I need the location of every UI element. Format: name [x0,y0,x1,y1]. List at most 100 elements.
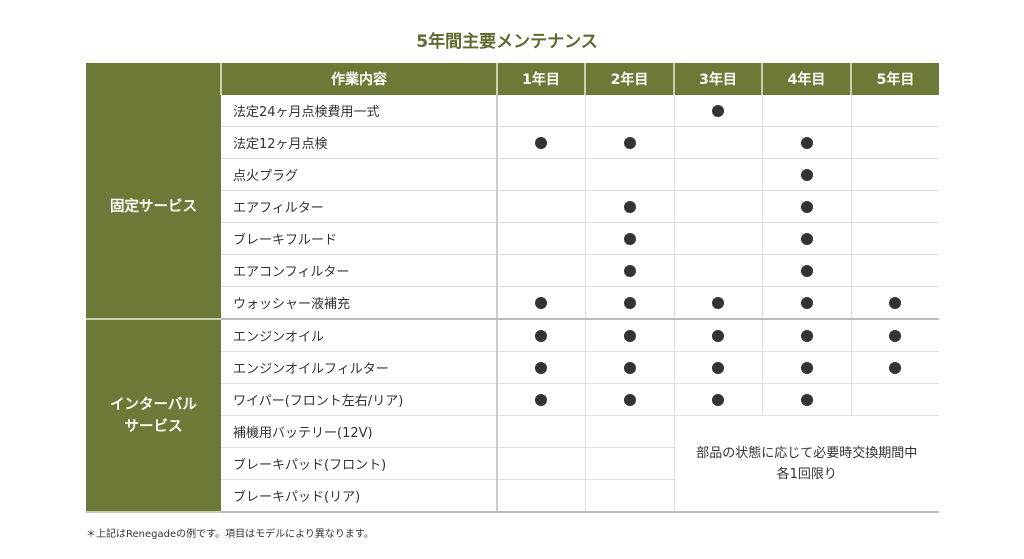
year-cell [584,190,674,223]
item-name: ワイパー(フロント左右/リア) [221,383,497,416]
dot-mark [800,393,813,406]
year-cell [584,447,674,480]
year-cell [761,222,851,255]
table-row: 点火プラグ [86,158,939,191]
year-cell [584,126,674,159]
year-cell [673,319,762,352]
year-cell [761,95,851,127]
item-name: 補機用バッテリー(12V) [221,415,497,448]
year-cell [761,254,851,287]
year-cell [850,351,939,384]
year-cell [673,254,762,287]
item-name: 点火プラグ [221,158,497,191]
year-cell [496,447,585,480]
year-cell [496,286,585,320]
dot-mark [800,361,813,374]
year-cell [673,158,762,191]
year-cell [584,383,674,416]
dot-mark [623,296,636,309]
dot-mark [623,264,636,277]
note-text: 各1回限り [776,466,837,482]
year-cell [673,351,762,384]
dot-mark [535,136,548,149]
dot-mark [535,393,548,406]
dot-mark [800,329,813,342]
header-row: 作業内容 1年目 2年目 3年目 4年目 5年目 [86,63,939,95]
header-blank [86,63,221,95]
dot-mark [535,361,548,374]
dot-mark [623,232,636,245]
item-name: エアフィルター [221,190,497,223]
year-cell [673,190,762,223]
year-cell [761,286,851,320]
note-cell: 部品の状態に応じて必要時交換期間中 各1回限り [673,415,939,513]
dot-mark [800,296,813,309]
table-row: ブレーキパッド(リア) [86,479,939,513]
table-row: ウォッシャー液補充 [86,286,939,320]
header-year-1: 1年目 [496,63,585,95]
year-cell [584,222,674,255]
header-year-3: 3年目 [673,63,762,95]
item-name: ブレーキパッド(リア) [221,479,497,513]
year-cell [850,126,939,159]
year-cell [761,190,851,223]
dot-mark [889,361,902,374]
table-row: インターバル サービス エンジンオイル [86,319,939,513]
dot-mark [623,200,636,213]
dot-mark [800,200,813,213]
dot-mark [535,329,548,342]
header-year-5: 5年目 [850,63,939,95]
year-cell [584,479,674,513]
year-cell [496,190,585,223]
category-cell: 固定サービス [86,95,221,320]
year-cell [673,286,762,320]
year-cell [850,254,939,287]
dot-mark [800,168,813,181]
table-row: 法定12ヶ月点検 [86,126,939,159]
header-year-2: 2年目 [584,63,674,95]
dot-mark [623,393,636,406]
year-cell [496,222,585,255]
note-text: 部品の状態に応じて必要時交換期間中 [696,445,918,461]
year-cell [850,190,939,223]
item-name: 法定24ヶ月点検費用一式 [221,95,497,127]
year-cell [673,126,762,159]
dot-mark [712,329,724,342]
year-cell [673,383,762,416]
dot-mark [712,296,724,309]
dot-mark [712,104,724,117]
year-cell [584,351,674,384]
dot-mark [889,329,902,342]
year-cell [584,286,674,320]
year-cell [496,479,585,513]
category-cell: インターバル サービス [86,319,221,513]
year-cell [584,95,674,127]
year-cell [761,158,851,191]
year-cell [850,95,939,127]
dot-mark [623,361,636,374]
dot-mark [535,296,548,309]
dot-mark [800,136,813,149]
year-cell [850,222,939,255]
footnote: ＊上記はRenegadeの例です。項目はモデルにより異なります。 [86,529,374,540]
year-cell [673,95,762,127]
table-row: ブレーキパッド(フロント) [86,447,939,480]
item-name: 法定12ヶ月点検 [221,126,497,159]
header-year-4: 4年目 [761,63,851,95]
category-label: サービス [124,418,183,435]
item-name: エンジンオイル [221,319,497,352]
table-row: エアコンフィルター [86,254,939,287]
maintenance-table: 作業内容 1年目 2年目 3年目 4年目 5年目 固定サービス 法定24ヶ月点検費… [86,63,939,513]
year-cell [673,222,762,255]
dot-mark [800,232,813,245]
table-row: エンジンオイルフィルター [86,351,939,384]
year-cell [496,158,585,191]
item-name: ブレーキフルード [221,222,497,255]
table-row: ブレーキフルード [86,222,939,255]
table-row: エアフィルター [86,190,939,223]
year-cell [496,351,585,384]
item-name: エンジンオイルフィルター [221,351,497,384]
year-cell [496,254,585,287]
header-item: 作業内容 [220,63,497,95]
category-label: 固定サービス [110,198,197,215]
